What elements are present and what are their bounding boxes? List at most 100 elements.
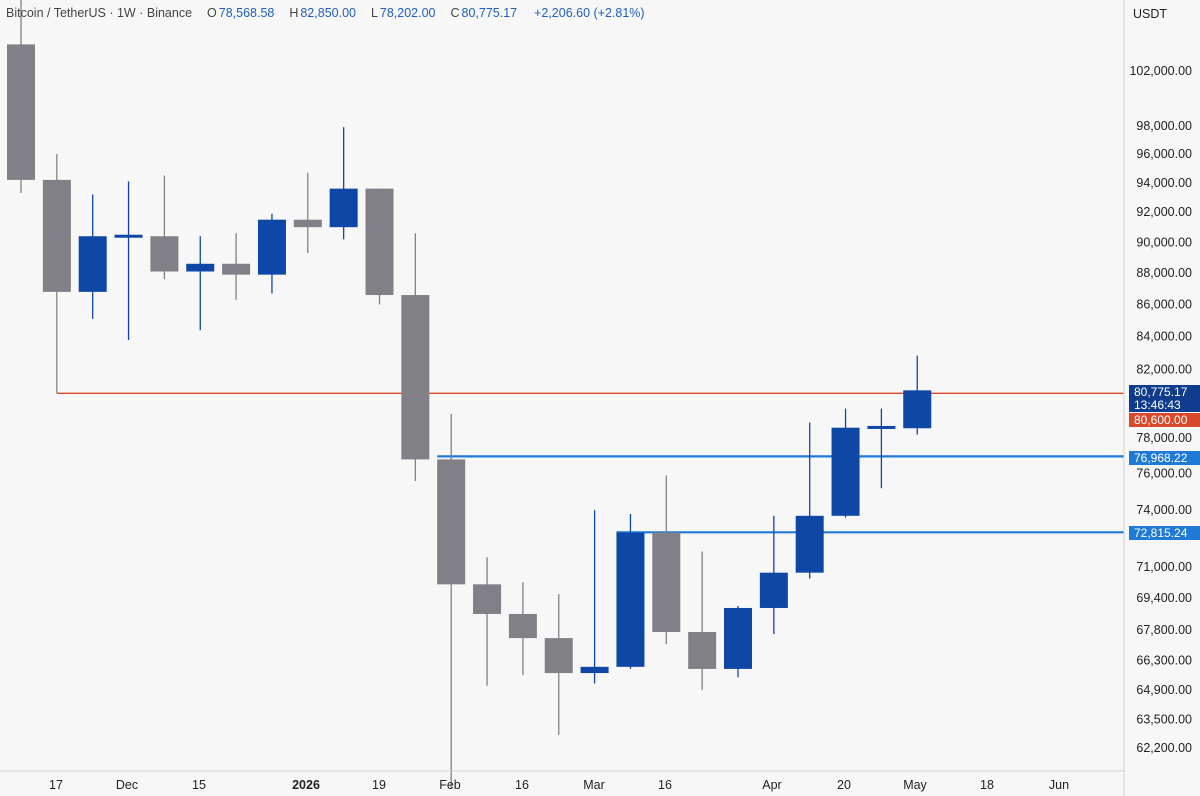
candle-body	[437, 459, 466, 585]
open-label: O	[207, 6, 217, 20]
candle-body	[508, 613, 537, 639]
candle[interactable]	[365, 188, 394, 305]
y-tick-label: 96,000.00	[1136, 147, 1192, 161]
candle[interactable]	[544, 594, 573, 735]
candle-body	[42, 179, 71, 292]
candle[interactable]	[186, 236, 215, 331]
low-label: L	[370, 6, 378, 20]
y-tick-label: 84,000.00	[1136, 330, 1192, 344]
interval[interactable]: 1W	[116, 6, 136, 20]
time-axis[interactable]: 17 Dec 15 2026 19 Feb 16 Mar 16 Apr 20 May 18 Jun	[49, 778, 1069, 792]
y-tick-label: 92,000.00	[1136, 205, 1192, 219]
candle[interactable]	[42, 153, 71, 394]
candle[interactable]	[7, 0, 35, 194]
candle-body	[688, 632, 717, 669]
candle[interactable]	[508, 582, 537, 676]
y-tick-label: 102,000.00	[1129, 64, 1192, 78]
low-value: 78,202.00	[379, 6, 436, 20]
x-tick-label: 20	[837, 778, 851, 792]
y-tick-label: 98,000.00	[1136, 119, 1192, 133]
candle-body	[580, 666, 609, 674]
candle-body	[401, 295, 430, 460]
price-axis[interactable]: 102,000.00 98,000.00 96,000.00 94,000.00 92,…	[1129, 64, 1192, 755]
x-tick-label: 18	[980, 778, 994, 792]
x-tick-label: Apr	[762, 778, 781, 792]
red-line-price-label: 80,600.00	[1129, 413, 1200, 427]
candle-body	[78, 236, 107, 292]
candle-body	[257, 219, 286, 275]
candle-body	[544, 638, 573, 674]
candle[interactable]	[867, 408, 896, 489]
candle[interactable]	[580, 510, 609, 684]
candle-body	[473, 584, 502, 614]
candle[interactable]	[652, 475, 681, 645]
candles	[7, 0, 932, 789]
candle-body	[759, 572, 788, 608]
y-tick-label: 74,000.00	[1136, 503, 1192, 517]
x-tick-label: 16	[515, 778, 529, 792]
candle[interactable]	[688, 551, 717, 690]
candle-body	[867, 425, 896, 429]
candle-body	[186, 263, 215, 272]
blue-line-2-price-label: 72,815.24	[1129, 526, 1200, 540]
candle[interactable]	[724, 605, 752, 678]
candle-body	[150, 236, 179, 272]
x-tick-label: May	[903, 778, 927, 792]
exchange: Binance	[146, 6, 193, 20]
current-price-label: 80,775.17	[1129, 385, 1200, 399]
high-value: 82,850.00	[300, 6, 356, 20]
candle-body	[724, 607, 752, 669]
candle-body	[365, 188, 394, 296]
y-tick-label: 69,400.00	[1136, 591, 1192, 605]
symbol-legend: Bitcoin / TetherUS · 1W · Binance O 78,56…	[6, 6, 645, 20]
symbol-name[interactable]: Bitcoin / TetherUS	[6, 6, 106, 20]
candle[interactable]	[257, 213, 286, 294]
x-tick-label: 2026	[292, 778, 320, 792]
candle[interactable]	[831, 408, 860, 518]
y-tick-label: 76,000.00	[1136, 467, 1192, 481]
candle-body	[114, 234, 143, 238]
y-tick-label: 66,300.00	[1136, 654, 1192, 668]
candle-body	[329, 188, 358, 228]
y-tick-label: 78,000.00	[1136, 431, 1192, 445]
candle[interactable]	[473, 557, 502, 686]
candle[interactable]	[329, 127, 358, 240]
y-tick-label: 94,000.00	[1136, 176, 1192, 190]
candle-body	[293, 219, 322, 228]
candle-body	[7, 44, 35, 180]
open-value: 78,568.58	[218, 6, 275, 20]
candle[interactable]	[903, 355, 932, 435]
x-tick-label: Mar	[583, 778, 605, 792]
y-tick-label: 88,000.00	[1136, 266, 1192, 280]
x-tick-label: 19	[372, 778, 386, 792]
close-value: 80,775.17	[461, 6, 518, 20]
close-label: C	[450, 6, 460, 20]
candle[interactable]	[437, 413, 466, 789]
candle[interactable]	[795, 422, 824, 579]
x-tick-label: 16	[658, 778, 672, 792]
blue-line-1-price-label: 76,968.22	[1129, 451, 1200, 465]
candle[interactable]	[293, 172, 322, 254]
y-tick-label: 71,000.00	[1136, 560, 1192, 574]
candle[interactable]	[401, 233, 430, 481]
candle[interactable]	[150, 175, 179, 280]
candle-body	[831, 427, 860, 516]
candle[interactable]	[616, 513, 645, 669]
candle[interactable]	[78, 194, 107, 319]
x-tick-label: Dec	[116, 778, 138, 792]
candle-body	[652, 532, 681, 633]
horizontal-lines	[56, 392, 1124, 534]
y-tick-label: 64,900.00	[1136, 683, 1192, 697]
change-value: +2,206.60 (+2.81%)	[534, 6, 645, 20]
candle[interactable]	[222, 233, 251, 300]
candle-body	[616, 532, 645, 667]
candle[interactable]	[114, 181, 143, 341]
currency-unit[interactable]: USDT	[1133, 7, 1168, 21]
high-label: H	[289, 6, 299, 20]
candle-body	[795, 515, 824, 573]
y-tick-label: 86,000.00	[1136, 298, 1192, 312]
candle-body	[222, 263, 251, 275]
candle[interactable]	[759, 515, 788, 635]
